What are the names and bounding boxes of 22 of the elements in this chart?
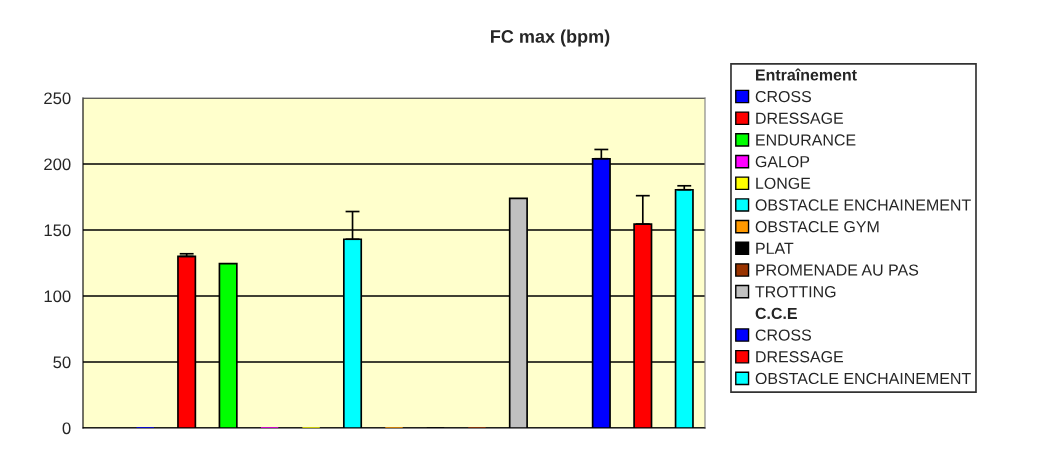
legend-label: CROSS bbox=[755, 329, 812, 341]
legend-label: DRESSAGE bbox=[756, 112, 844, 124]
y-tick-label: 0 bbox=[62, 422, 71, 435]
y-tick-label: 200 bbox=[44, 158, 71, 171]
legend-label: PLAT bbox=[756, 242, 794, 254]
legend-label: DRESSAGE bbox=[756, 351, 844, 363]
chart-title: FC max (bpm) bbox=[491, 29, 610, 47]
legend-label: ENDURANCE bbox=[756, 134, 856, 146]
y-tick-label: 250 bbox=[44, 92, 71, 105]
y-tick-label: 50 bbox=[53, 356, 71, 369]
text: C.C.E bbox=[755, 307, 797, 320]
legend-label: OBSTACLE GYM bbox=[755, 221, 879, 233]
legend-title: Entraînement bbox=[756, 68, 857, 81]
legend-label: PROMENADE AU PAS bbox=[756, 264, 919, 276]
legend-label: OBSTACLE ENCHAINEMENT bbox=[755, 372, 971, 385]
legend-label: CROSS bbox=[755, 90, 812, 103]
y-tick-label: 150 bbox=[44, 224, 71, 237]
legend-label: GALOP bbox=[755, 155, 810, 168]
y-tick-label: 100 bbox=[44, 290, 71, 303]
legend-label: LONGE bbox=[756, 177, 811, 189]
legend-label: OBSTACLE ENCHAINEMENT bbox=[755, 199, 971, 211]
legend-label: TROTTING bbox=[755, 286, 836, 298]
